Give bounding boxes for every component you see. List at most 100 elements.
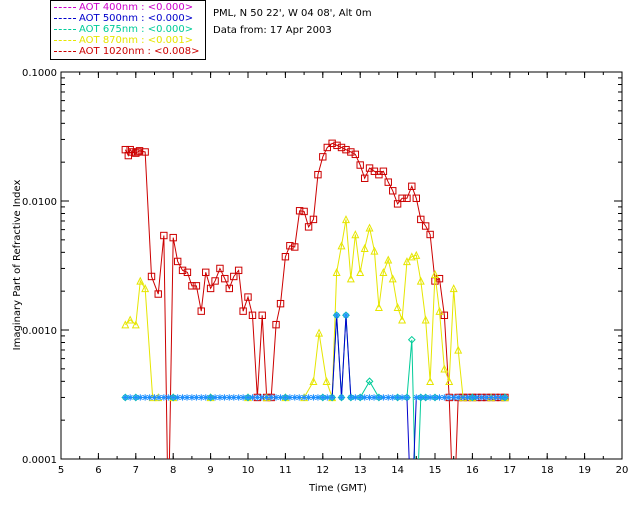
data-point: [342, 312, 350, 319]
data-point: [286, 242, 294, 250]
data-point: [337, 241, 346, 250]
data-point: [160, 231, 168, 240]
data-point: [121, 320, 130, 329]
y-tick-label: 0.0001: [22, 455, 57, 466]
data-point: [319, 153, 327, 161]
data-point: [179, 394, 186, 401]
data-point: [286, 394, 294, 401]
data-point: [483, 394, 490, 401]
data-point: [160, 394, 168, 401]
data-point: [244, 293, 252, 301]
data-point: [394, 394, 401, 401]
data-point: [370, 246, 379, 255]
legend-label: AOT 675nm : <0.000>: [79, 24, 194, 35]
data-point: [155, 394, 163, 401]
x-tick-label: 16: [466, 465, 479, 476]
x-tick-label: 19: [578, 465, 591, 476]
data-point: [151, 394, 158, 401]
data-point: [403, 194, 411, 202]
x-tick-label: 9: [207, 465, 213, 476]
legend-swatch: [54, 50, 76, 52]
data-point: [361, 394, 368, 401]
data-point: [230, 394, 237, 401]
data-point: [141, 148, 149, 156]
series-aot-675nm: [121, 311, 509, 459]
data-point: [347, 394, 355, 401]
data-point: [357, 394, 364, 401]
data-point: [356, 161, 364, 169]
data-point: [417, 394, 424, 401]
data-point: [258, 311, 266, 320]
data-point: [412, 194, 421, 202]
data-point: [295, 207, 304, 215]
data-point: [230, 272, 238, 281]
data-point: [154, 290, 162, 298]
legend: AOT 400nm : <0.000> AOT 500nm : <0.000> …: [50, 0, 206, 60]
data-point: [341, 215, 350, 224]
legend-item-500: AOT 500nm : <0.000>: [54, 13, 193, 24]
data-point: [454, 345, 463, 354]
y-tick-label: 0.0010: [22, 326, 57, 337]
data-point: [333, 141, 341, 150]
data-point: [193, 394, 200, 401]
data-point: [385, 394, 392, 401]
x-tick-label: 6: [95, 465, 101, 476]
data-point: [380, 394, 387, 401]
data-point: [322, 377, 331, 386]
legend-label: AOT 400nm : <0.000>: [79, 2, 194, 13]
data-point: [319, 394, 326, 401]
x-tick-label: 17: [503, 465, 516, 476]
data-point: [188, 282, 196, 290]
y-axis-label: Imaginary Part of Refractive Index: [12, 180, 23, 351]
data-point: [501, 394, 509, 401]
data-point: [352, 394, 359, 401]
data-point: [464, 394, 471, 401]
data-point: [281, 253, 290, 261]
data-point: [449, 284, 458, 293]
x-tick-label: 7: [133, 465, 139, 476]
y-tick-label: 0.1000: [22, 68, 57, 79]
legend-label: AOT 500nm : <0.000>: [79, 13, 194, 24]
data-point: [421, 315, 430, 324]
axes: 5 6 7 8 9 10 11 12 13 14 15 16 17 18 19 20 0.0001 0.0010 0…: [22, 68, 628, 476]
data-point: [300, 207, 308, 216]
data-point: [403, 394, 411, 401]
data-point: [417, 215, 425, 224]
data-point: [131, 320, 140, 329]
data-point: [379, 167, 388, 175]
data-point: [170, 394, 177, 401]
x-tick-label: 12: [316, 465, 329, 476]
data-point: [239, 394, 247, 401]
data-point: [282, 394, 289, 401]
data-point: [422, 394, 429, 401]
data-point: [365, 223, 374, 232]
data-point: [426, 230, 434, 239]
data-point: [135, 147, 144, 155]
x-tick-label: 18: [541, 465, 554, 476]
data-point: [310, 394, 317, 401]
y-tick-label: 0.0100: [22, 197, 57, 208]
data-point: [244, 394, 252, 401]
legend-item-1020: AOT 1020nm : <0.008>: [54, 46, 199, 57]
data-point: [239, 307, 247, 315]
data-point: [384, 255, 393, 264]
data-point: [169, 233, 177, 242]
location-text: PML, N 50 22', W 04 08', Alt 0m: [213, 8, 372, 19]
data-point: [435, 274, 444, 283]
data-point: [360, 243, 369, 252]
data-point: [128, 148, 136, 156]
data-point: [431, 394, 439, 401]
data-point: [384, 178, 392, 186]
data-point: [338, 394, 345, 401]
data-point: [351, 230, 360, 239]
legend-swatch: [54, 6, 76, 8]
data-point: [248, 311, 257, 320]
data-point: [132, 149, 140, 157]
data-point: [197, 307, 205, 315]
data-point: [426, 394, 434, 401]
data-point: [178, 266, 187, 275]
data-point: [141, 284, 150, 293]
data-point: [445, 394, 453, 401]
data-point: [234, 266, 243, 275]
